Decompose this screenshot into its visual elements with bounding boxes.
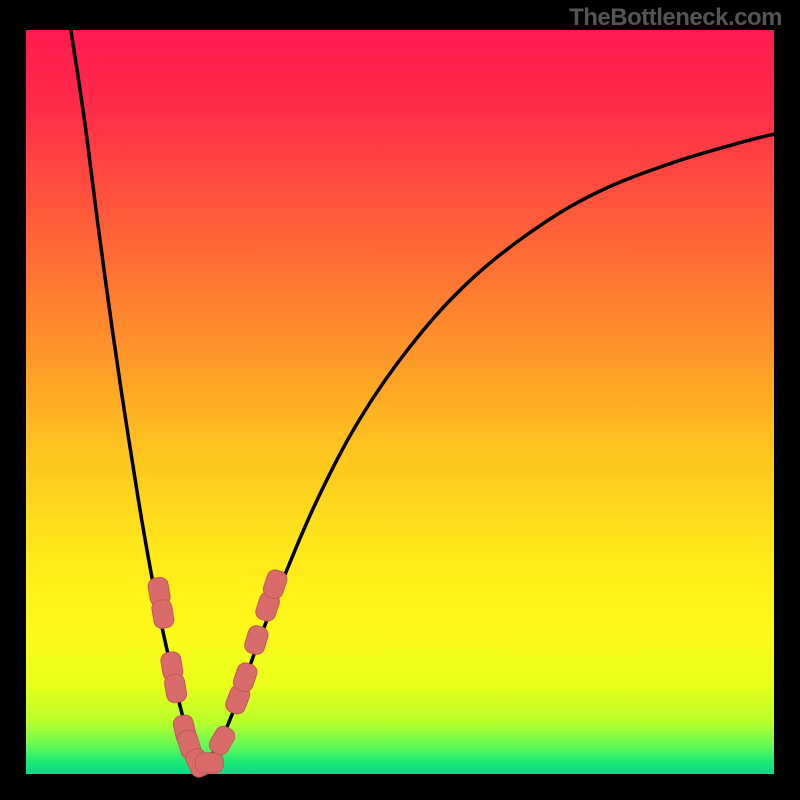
data-marker [243, 624, 270, 657]
plot-area [26, 30, 774, 774]
data-marker [163, 673, 187, 704]
chart-frame: TheBottleneck.com [0, 0, 800, 800]
watermark-label: TheBottleneck.com [569, 4, 782, 32]
data-marker [151, 599, 175, 630]
data-marker [195, 753, 223, 773]
curve-layer [26, 30, 774, 774]
